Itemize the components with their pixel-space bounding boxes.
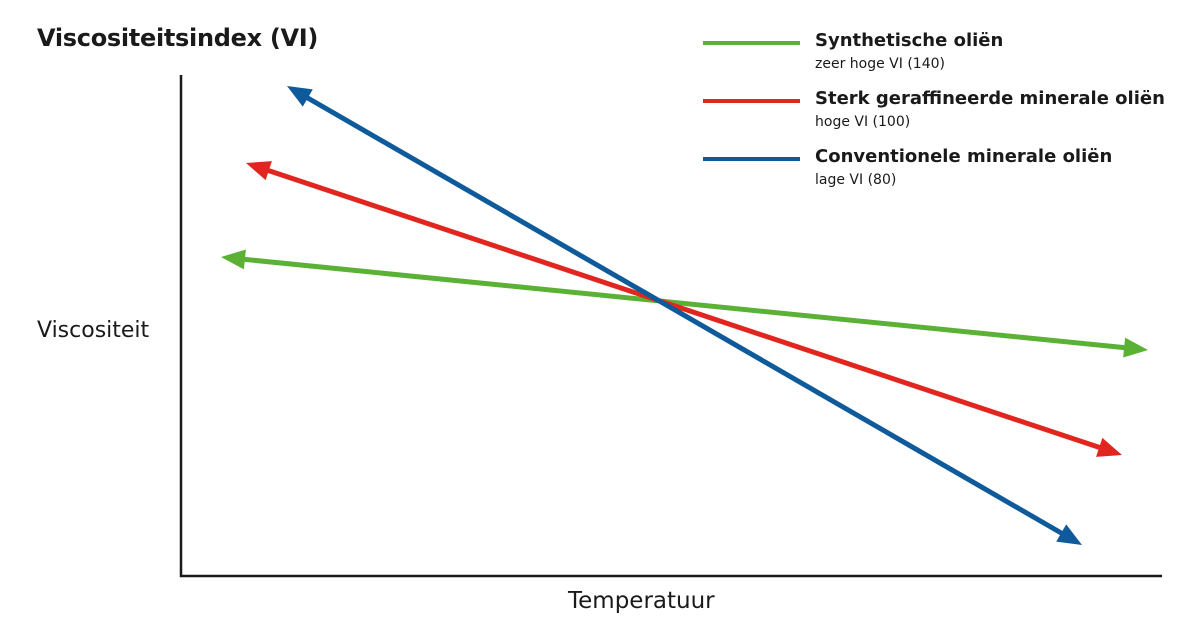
legend-sublabel: zeer hoge VI (140) [815,56,945,72]
legend-label: Conventionele minerale oliën [815,146,1113,167]
series-line [240,256,1129,351]
legend-swatch [703,157,800,161]
arrow-head [246,161,272,181]
legend-swatch [703,41,800,45]
y-axis-label: Viscositeit [37,318,150,343]
arrow-head [287,86,313,107]
legend-label: Sterk geraffineerde minerale oliën [815,88,1165,109]
arrow-head [221,249,246,270]
legend-swatch [703,99,800,103]
legend-sublabel: hoge VI (100) [815,114,911,130]
arrow-head [1056,524,1082,545]
series-line [264,166,1104,452]
series-line [303,93,1066,538]
axes [179,75,1162,578]
x-axis-label: Temperatuur [568,588,715,614]
chart-title: Viscositeitsindex (VI) [37,24,319,52]
arrow-head [1096,437,1122,457]
arrow-head [1123,337,1148,358]
legend-label: Synthetische oliën [815,30,1004,51]
legend-sublabel: lage VI (80) [815,172,897,188]
